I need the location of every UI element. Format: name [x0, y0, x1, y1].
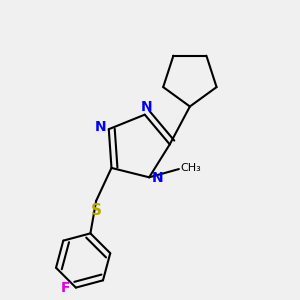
Text: N: N: [141, 100, 152, 114]
Text: F: F: [61, 280, 70, 295]
Text: S: S: [91, 203, 102, 218]
Text: N: N: [95, 120, 106, 134]
Text: N: N: [152, 171, 163, 185]
Text: CH₃: CH₃: [181, 163, 202, 173]
